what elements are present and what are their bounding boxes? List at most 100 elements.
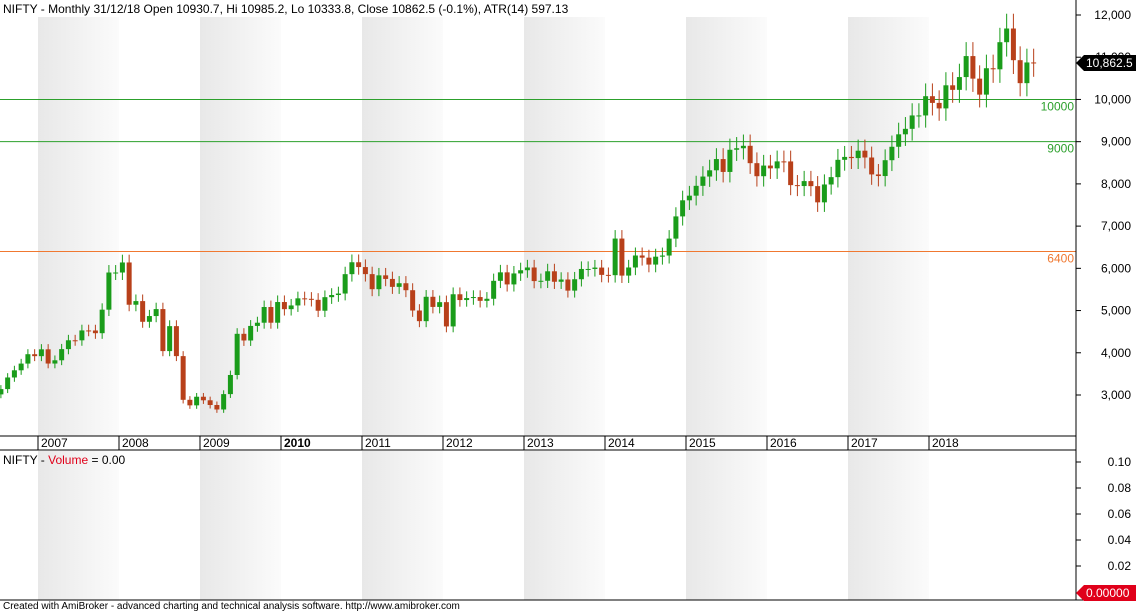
- candle-body: [997, 42, 1003, 70]
- volume-label-series: Volume: [48, 453, 88, 467]
- candle-body: [79, 330, 85, 341]
- candle-body: [707, 170, 713, 177]
- candle-body: [936, 102, 942, 109]
- price-tick-label: 9,000: [1101, 135, 1131, 149]
- last-price-badge: 10,862.5: [1076, 55, 1136, 71]
- candle-body: [173, 326, 179, 357]
- volume-label-prefix: NIFTY -: [3, 453, 48, 467]
- year-band: [848, 17, 929, 436]
- candle-body: [848, 156, 854, 159]
- year-band: [362, 17, 443, 436]
- candle-body: [38, 349, 44, 357]
- candle-body: [963, 56, 969, 78]
- volume-tick-label: 0.10: [1108, 455, 1132, 469]
- candle-body: [720, 159, 726, 172]
- candle-body: [504, 272, 510, 285]
- candle-body: [646, 257, 652, 265]
- year-label: 2014: [608, 436, 635, 450]
- candle-body: [599, 267, 605, 275]
- candle-body: [585, 268, 591, 270]
- candle-body: [970, 56, 976, 79]
- candle-body: [1024, 62, 1030, 84]
- candle-body: [916, 115, 922, 117]
- candle-body: [470, 297, 476, 299]
- candle-body: [11, 370, 17, 378]
- candle-body: [423, 296, 429, 322]
- candle-body: [315, 299, 321, 311]
- candle-body: [295, 298, 301, 306]
- candle-body: [389, 278, 395, 287]
- candle-body: [194, 396, 200, 406]
- candle-body: [619, 238, 625, 276]
- candle-body: [491, 280, 497, 299]
- candle-body: [950, 85, 956, 90]
- candle-body: [349, 262, 355, 275]
- candle-body: [497, 272, 503, 281]
- candle-body: [410, 290, 416, 311]
- year-bands: [38, 17, 929, 600]
- candle-body: [1004, 28, 1010, 43]
- candle-body: [754, 163, 760, 177]
- candle-body: [983, 68, 989, 95]
- candle-body: [457, 294, 463, 301]
- candle-body: [882, 160, 888, 177]
- candle-body: [990, 68, 996, 70]
- candle-body: [923, 96, 929, 116]
- year-label: 2009: [203, 436, 230, 450]
- candle-body: [477, 297, 483, 301]
- year-band-volume: [524, 451, 605, 600]
- candle-body: [943, 85, 949, 109]
- candle-body: [322, 297, 328, 311]
- year-band-volume: [38, 451, 119, 600]
- candle-body: [734, 148, 740, 150]
- year-label: 2015: [689, 436, 716, 450]
- candle-body: [639, 255, 645, 258]
- candle-body: [842, 156, 848, 160]
- candle-body: [241, 333, 247, 341]
- candle-body: [234, 333, 240, 375]
- candle-body: [288, 305, 294, 310]
- candle-body: [592, 267, 598, 269]
- candle-body: [788, 161, 794, 186]
- year-label: 2013: [527, 436, 554, 450]
- price-tick-label: 10,000: [1094, 92, 1131, 106]
- candle-body: [578, 268, 584, 280]
- candle-body: [605, 274, 611, 276]
- volume-pane-label: NIFTY - Volume = 0.00: [3, 453, 126, 467]
- candle-body: [430, 296, 436, 307]
- candle-body: [929, 96, 935, 103]
- chart-title: NIFTY - Monthly 31/12/18 Open 10930.7, H…: [3, 2, 569, 16]
- candle-body: [538, 280, 544, 282]
- volume-label-value: = 0.00: [88, 453, 125, 467]
- horizontal-lines: 10000 9000 6400: [0, 98, 1076, 265]
- candle-body: [275, 302, 281, 323]
- candle-body: [335, 293, 341, 296]
- candle-body: [828, 177, 834, 185]
- candle-body: [774, 161, 780, 169]
- candle-body: [545, 271, 551, 281]
- candle-body: [794, 185, 800, 187]
- candle-body: [180, 356, 186, 400]
- candle-body: [767, 165, 773, 169]
- candle-body: [396, 283, 402, 287]
- candle-body: [119, 262, 125, 273]
- candle-body: [356, 262, 362, 268]
- candle-body: [531, 267, 537, 282]
- candle-body: [781, 161, 787, 163]
- candle-body: [680, 200, 686, 217]
- candle-body: [52, 360, 58, 364]
- candle-body: [437, 302, 443, 307]
- price-tick-label: 6,000: [1101, 261, 1131, 275]
- year-label: 2007: [41, 436, 68, 450]
- candle-body: [626, 267, 632, 276]
- candle-body: [32, 354, 38, 357]
- hline-label-6400: 6400: [1047, 251, 1074, 265]
- candle-body: [855, 150, 861, 159]
- candle-body: [815, 186, 821, 203]
- candle-body: [666, 238, 672, 256]
- year-label: 2012: [446, 436, 473, 450]
- candle-body: [187, 399, 193, 406]
- candle-body: [443, 302, 449, 327]
- candle-body: [376, 275, 382, 290]
